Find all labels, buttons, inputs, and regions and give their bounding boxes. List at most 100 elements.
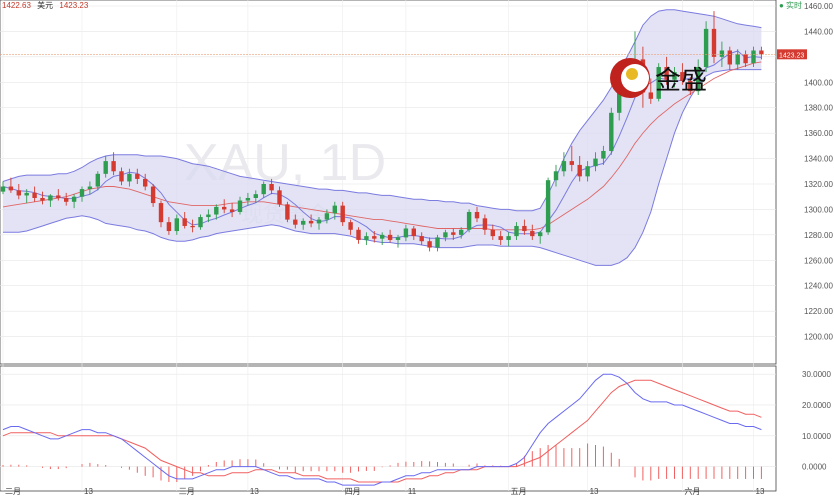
currency-label: 美元 (37, 1, 54, 10)
candle-body (245, 197, 251, 201)
candle-body (427, 241, 432, 248)
candle (285, 201, 290, 223)
candle-body (332, 205, 337, 214)
candle-body (506, 236, 511, 240)
candle-body (553, 171, 559, 181)
candle-body (593, 158, 598, 167)
candle (87, 181, 93, 195)
candle-body (111, 161, 116, 172)
time-tick-label: 13 (590, 487, 599, 496)
candle (530, 224, 535, 240)
candle-body (561, 161, 567, 172)
price-tick-label: 1280.00 (804, 231, 833, 240)
candle-body (466, 211, 472, 230)
candle-body (696, 67, 701, 92)
candle-body (206, 214, 211, 218)
candle (71, 194, 77, 209)
candle (656, 63, 661, 102)
candle-body (48, 195, 53, 201)
close-value: 1423.23 (59, 1, 89, 10)
candle (182, 211, 187, 229)
candle-body (688, 81, 693, 92)
current-price-tag (777, 49, 807, 60)
candle (427, 237, 432, 252)
candle-body (585, 166, 590, 177)
price-tick-label: 1400.00 (804, 78, 833, 87)
candle-body (229, 209, 235, 212)
time-tick-label: 13 (84, 487, 93, 496)
candle (229, 203, 235, 218)
candle (490, 224, 495, 240)
candle (190, 219, 195, 233)
candle-body (759, 50, 764, 55)
candle-body (743, 54, 748, 64)
candle-body (214, 206, 219, 215)
candle (316, 217, 322, 230)
candle (119, 167, 124, 186)
candle (364, 232, 369, 246)
candle-body (293, 219, 298, 225)
candle-body (648, 92, 653, 99)
macd-tick-label: 0.0000 (802, 463, 827, 472)
candle (545, 177, 551, 235)
macd-panel-frame (0, 365, 777, 492)
candle (498, 231, 503, 246)
candle (585, 161, 590, 182)
candle-body (356, 229, 361, 240)
candle-body (711, 28, 717, 57)
candle (48, 194, 53, 207)
candle (56, 189, 61, 201)
candle (301, 218, 306, 230)
candle (8, 177, 14, 193)
candle (372, 231, 377, 243)
candle-body (127, 173, 132, 182)
candle (459, 227, 464, 239)
candle (253, 190, 258, 204)
realtime-indicator[interactable]: ● 实时 (778, 1, 802, 10)
candle (411, 225, 416, 240)
candle (269, 178, 274, 195)
time-tick-label: 13 (250, 487, 259, 496)
candle-body (348, 222, 353, 230)
candle-body (443, 232, 448, 238)
candle-body (119, 171, 124, 182)
candle-body (166, 222, 172, 232)
candle (32, 186, 37, 202)
candle-body (79, 189, 85, 197)
candle-body (419, 236, 424, 242)
candle-body (190, 225, 195, 228)
candle-body (261, 184, 266, 195)
candle-body (656, 67, 661, 99)
candle (127, 168, 132, 187)
candle-body (530, 231, 535, 237)
candle-body (301, 220, 306, 225)
candle (277, 186, 282, 207)
candle-body (324, 213, 330, 220)
candle-body (387, 234, 393, 240)
candle (466, 209, 472, 233)
macd-tick-label: 30.0000 (802, 370, 831, 379)
candle (672, 67, 677, 88)
candle (24, 189, 29, 204)
candle-body (719, 50, 725, 57)
candle (261, 181, 266, 198)
candle (150, 184, 156, 207)
candle-body (277, 190, 282, 205)
candle-body (735, 54, 740, 65)
logo-text: 金盛 (655, 66, 708, 96)
candle-body (672, 72, 677, 80)
candle-body (222, 206, 227, 210)
price-tick-label: 1320.00 (804, 180, 833, 189)
candle (245, 192, 251, 206)
candle (419, 232, 424, 246)
candle (95, 171, 100, 191)
candle-body (253, 194, 258, 198)
candle-body (459, 229, 464, 235)
time-tick-label: 五月 (511, 487, 527, 496)
price-tick-label: 1200.00 (804, 333, 833, 342)
candle-body (482, 218, 488, 230)
candle (79, 186, 85, 202)
candle (435, 234, 440, 252)
candle-body (103, 161, 108, 174)
candle-body (340, 205, 345, 223)
